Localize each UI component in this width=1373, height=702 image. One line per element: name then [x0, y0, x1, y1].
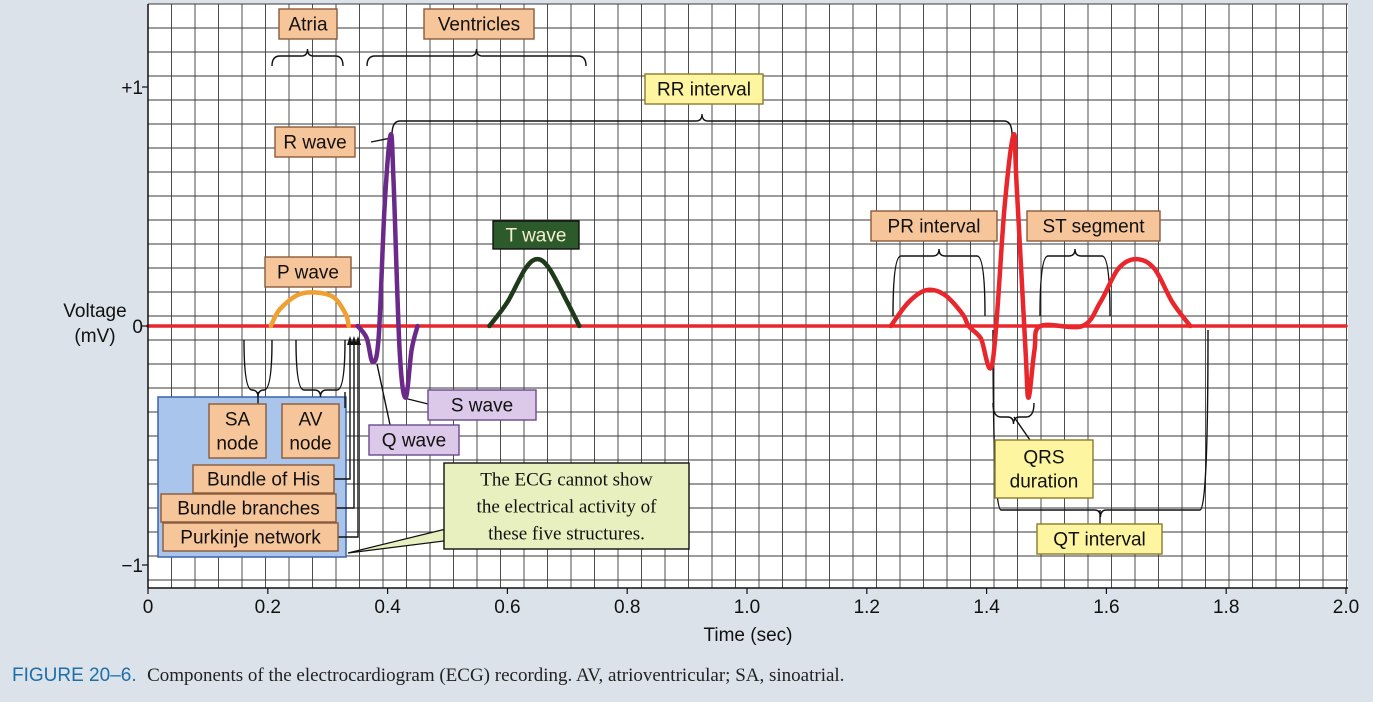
q-wave-label-text: Q wave [382, 431, 446, 452]
sa-node-label-text: node [216, 434, 258, 455]
t-wave-label-text: T wave [506, 226, 567, 247]
leader-q-wave [376, 363, 393, 435]
x-tick-label: 1.2 [854, 597, 880, 618]
ecg-note-text: the electrical activity of [477, 497, 658, 518]
x-axis-label: Time (sec) [703, 625, 792, 646]
sa-node-label-text: SA [225, 410, 251, 431]
p-wave-label-box [264, 256, 352, 288]
bracket-st-segment [1039, 248, 1111, 317]
leader-purkinje [338, 340, 359, 538]
leader-qrs [1013, 416, 1031, 441]
x-tick-label: 1.0 [734, 597, 760, 618]
pr-interval-label-text: PR interval [888, 217, 981, 238]
av-node-label-text: node [289, 434, 331, 455]
bracket-pr-interval [892, 248, 986, 317]
x-tick-label: 1.6 [1093, 597, 1119, 618]
rr-interval-label-box [644, 73, 764, 105]
x-tick-label: 0.8 [614, 597, 640, 618]
bracket-av-node [295, 339, 346, 398]
ecg-note-text: The ECG cannot show [480, 470, 653, 491]
series-t-wave [487, 256, 582, 329]
st-segment-label-box [1026, 210, 1161, 242]
av-node-label-text: AV [299, 410, 323, 431]
rr-interval-label-text: RR interval [657, 80, 751, 101]
figure-number: FIGURE 20–6. [12, 665, 137, 686]
series-qrs-complex [355, 131, 420, 400]
x-tick-label: 0.6 [494, 597, 520, 618]
q-wave-label-box [368, 424, 460, 456]
annotation-boxes: Atria Ventricles RR interval R wave T wave P … [160, 8, 1163, 555]
av-node-label-box [281, 403, 340, 459]
bundle-his-label-box [192, 464, 335, 494]
arrow-head [351, 336, 357, 345]
bracket-qrs-duration [992, 402, 1035, 425]
bracket-atria [271, 48, 344, 67]
qrs-duration-label-box [994, 439, 1094, 499]
p-wave-label-text: P wave [277, 263, 339, 284]
s-wave-label-box [427, 389, 537, 421]
figure-caption: FIGURE 20–6. Components of the electroca… [12, 665, 844, 686]
x-tick-label: 2.0 [1333, 597, 1359, 618]
bracket-rr-interval [391, 113, 1013, 136]
series-second-beat [888, 131, 1193, 400]
ventricles-label-text: Ventricles [438, 15, 520, 36]
arrow-head [355, 336, 361, 345]
leader-s-wave [403, 397, 429, 405]
qrs-duration-label-text: QRS [1023, 448, 1064, 469]
arrow-head [347, 336, 353, 345]
bundle-branches-label-box [160, 493, 337, 523]
s-wave-label-text: S wave [451, 396, 513, 417]
series-p-wave [268, 290, 351, 329]
x-tick-label: 0.4 [374, 597, 401, 618]
ecg-note-box [443, 462, 690, 550]
ecg-curves [146, 131, 1348, 400]
ecg-note-text: these five structures. [488, 524, 645, 545]
st-segment-label-text: ST segment [1042, 217, 1145, 238]
qrs-duration-label-text: duration [1010, 472, 1079, 493]
purkinje-label-text: Purkinje network [180, 528, 321, 549]
y-tick-label: 0 [132, 317, 143, 338]
y-tick-label: +1 [121, 78, 143, 99]
axes: 0 0.2 0.4 0.6 0.8 1.0 1.2 1.4 1.6 1.8 2.0+10−1 [121, 4, 1359, 618]
atria-label-text: Atria [288, 15, 328, 36]
caption-text: Components of the electrocardiogram (ECG… [147, 665, 844, 686]
x-tick-label: 0.2 [255, 597, 281, 618]
purkinje-label-box [162, 522, 339, 552]
x-tick-label: 1.8 [1213, 597, 1239, 618]
t-wave-label-box [492, 220, 580, 250]
pr-interval-label-box [870, 210, 998, 242]
y-axis-label-line2: (mV) [74, 326, 115, 347]
sa-node-label-box [208, 403, 267, 459]
qt-interval-label-box [1036, 523, 1163, 555]
r-wave-label-box [274, 126, 356, 158]
y-tick-label: −1 [121, 556, 143, 577]
r-wave-label-text: R wave [283, 133, 346, 154]
x-tick-label: 0 [143, 597, 154, 618]
atria-label-box [278, 8, 338, 40]
bundle-his-label-text: Bundle of His [207, 470, 320, 491]
leader-bundle-branches [336, 340, 355, 509]
x-tick-label: 1.4 [973, 597, 1000, 618]
qt-interval-label-text: QT interval [1053, 530, 1146, 551]
ventricles-label-box [423, 8, 535, 40]
y-axis-label-line1: Voltage [63, 301, 126, 322]
bundle-branches-label-text: Bundle branches [177, 499, 320, 520]
bracket-ventricles [366, 48, 587, 67]
leader-bundle-his [334, 340, 351, 480]
